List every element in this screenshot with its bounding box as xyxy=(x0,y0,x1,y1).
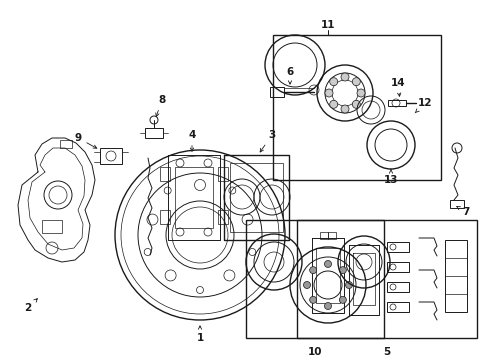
Circle shape xyxy=(329,100,337,108)
Circle shape xyxy=(309,267,316,274)
Circle shape xyxy=(356,89,364,97)
Bar xyxy=(175,167,213,228)
Bar xyxy=(449,200,463,208)
Circle shape xyxy=(325,89,332,97)
Bar xyxy=(160,210,170,224)
Text: 8: 8 xyxy=(156,95,165,117)
Circle shape xyxy=(329,78,337,86)
Text: 4: 4 xyxy=(188,130,195,151)
Text: 7: 7 xyxy=(456,206,469,217)
Bar xyxy=(218,167,227,181)
Text: 1: 1 xyxy=(196,326,203,343)
Bar xyxy=(145,128,163,138)
Text: 5: 5 xyxy=(383,347,390,357)
Bar xyxy=(387,100,405,106)
Bar xyxy=(218,210,227,224)
Circle shape xyxy=(324,302,331,310)
Circle shape xyxy=(324,261,331,267)
Bar xyxy=(386,262,408,272)
Circle shape xyxy=(340,73,348,81)
Circle shape xyxy=(351,78,360,86)
Circle shape xyxy=(345,282,352,288)
Bar xyxy=(42,220,62,233)
Bar xyxy=(296,220,476,338)
Text: 12: 12 xyxy=(414,98,431,113)
Circle shape xyxy=(339,267,346,274)
Text: 13: 13 xyxy=(383,170,397,185)
Text: 2: 2 xyxy=(24,299,37,313)
Text: 3: 3 xyxy=(260,130,275,152)
Bar xyxy=(386,302,408,312)
Circle shape xyxy=(309,296,316,303)
Circle shape xyxy=(339,296,346,303)
Bar xyxy=(60,140,72,148)
Bar xyxy=(386,242,408,252)
Bar xyxy=(269,87,284,97)
Bar xyxy=(272,35,440,180)
Bar xyxy=(100,148,122,164)
Bar xyxy=(386,282,408,292)
Bar xyxy=(444,240,466,312)
Bar xyxy=(245,220,383,338)
Circle shape xyxy=(303,282,310,288)
Circle shape xyxy=(351,100,360,108)
Text: 14: 14 xyxy=(390,78,405,96)
Text: 10: 10 xyxy=(307,347,322,357)
Bar xyxy=(327,232,335,239)
Text: 9: 9 xyxy=(74,133,97,148)
Text: 11: 11 xyxy=(320,20,335,30)
Bar xyxy=(229,163,283,232)
Text: 6: 6 xyxy=(286,67,293,84)
Circle shape xyxy=(340,105,348,113)
Bar xyxy=(160,167,170,181)
Bar xyxy=(319,232,327,239)
